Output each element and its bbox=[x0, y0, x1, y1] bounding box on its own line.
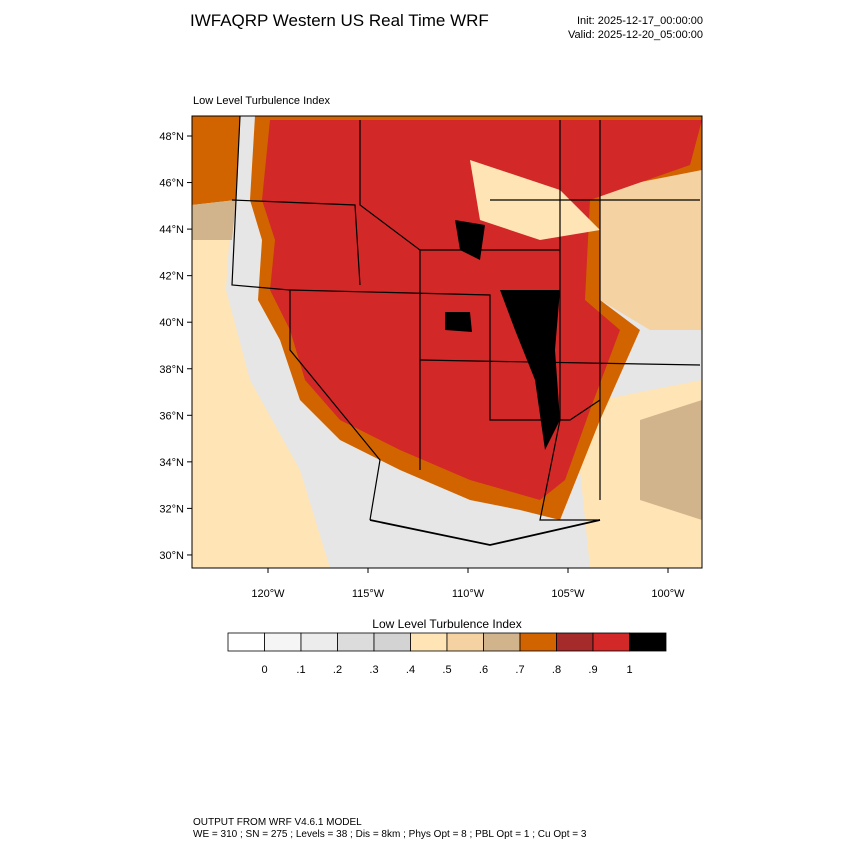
init-time: Init: 2025-12-17_00:00:00 bbox=[577, 15, 703, 27]
field-black-1 bbox=[500, 290, 560, 450]
field-black-2 bbox=[445, 312, 472, 332]
border bbox=[369, 519, 601, 546]
colorbar-title: Low Level Turbulence Index bbox=[372, 617, 521, 631]
colorbar-box bbox=[446, 632, 484, 652]
colorbar-box bbox=[410, 632, 448, 652]
colorbar-box bbox=[337, 632, 375, 652]
field-tan bbox=[192, 200, 236, 240]
lon-label: 115°W bbox=[352, 588, 385, 600]
lat-label: 36°N bbox=[159, 410, 184, 422]
colorbar-box bbox=[264, 632, 302, 652]
field-orange bbox=[192, 116, 240, 205]
colorbar-box bbox=[556, 632, 594, 652]
lat-label: 40°N bbox=[159, 317, 184, 329]
lat-label: 38°N bbox=[159, 364, 184, 376]
border bbox=[231, 199, 361, 286]
lat-label: 32°N bbox=[159, 503, 184, 515]
colorbar-box bbox=[300, 632, 338, 652]
map-axes: 48°N 46°N 44°N 42°N 40°N 38°N 36°N 34°N 32°N 30°N… bbox=[159, 131, 685, 600]
colorbar-label: .6 bbox=[479, 664, 488, 676]
valid-time: Valid: 2025-12-20_05:00:00 bbox=[568, 29, 703, 41]
colorbar-label: .3 bbox=[369, 664, 378, 676]
map-subtitle: Low Level Turbulence Index bbox=[193, 95, 330, 107]
colorbar-label: .1 bbox=[296, 664, 305, 676]
border bbox=[289, 289, 601, 421]
colorbar-box bbox=[373, 632, 411, 652]
colorbar-box bbox=[483, 632, 521, 652]
lat-label: 34°N bbox=[159, 457, 184, 469]
border bbox=[539, 120, 600, 521]
field-red-main bbox=[262, 120, 702, 500]
lon-label: 100°W bbox=[651, 588, 685, 600]
colorbar-box bbox=[592, 632, 630, 652]
map-field bbox=[192, 116, 702, 568]
lat-label: 46°N bbox=[159, 178, 184, 190]
lat-label: 30°N bbox=[159, 550, 184, 562]
lat-label: 42°N bbox=[159, 271, 184, 283]
colorbar-label: 1 bbox=[626, 664, 632, 676]
colorbar-label: .8 bbox=[552, 664, 561, 676]
colorbar-label: .5 bbox=[442, 664, 451, 676]
footer-line: WE = 310 ; SN = 275 ; Levels = 38 ; Dis … bbox=[193, 829, 587, 840]
lat-label: 48°N bbox=[159, 131, 184, 143]
colorbar-box bbox=[629, 632, 667, 652]
field-tan-se bbox=[640, 400, 702, 520]
colorbar-label: .9 bbox=[588, 664, 597, 676]
colorbar: 0 .1 .2 .3 .4 .5 .6 .7 .8 .9 1 bbox=[227, 632, 667, 676]
colorbar-label: 0 bbox=[261, 664, 267, 676]
footer-line: OUTPUT FROM WRF V4.6.1 MODEL bbox=[193, 817, 362, 828]
lat-label: 44°N bbox=[159, 224, 184, 236]
colorbar-label: .2 bbox=[333, 664, 342, 676]
lon-label: 110°W bbox=[452, 588, 485, 600]
field-tan-east bbox=[600, 170, 702, 330]
title: IWFAQRP Western US Real Time WRF bbox=[190, 11, 489, 30]
colorbar-box bbox=[227, 632, 265, 652]
colorbar-label: .7 bbox=[515, 664, 524, 676]
lon-label: 105°W bbox=[551, 588, 585, 600]
colorbar-label: .4 bbox=[406, 664, 415, 676]
colorbar-box bbox=[519, 632, 557, 652]
state-borders bbox=[231, 116, 701, 546]
lon-label: 120°W bbox=[251, 588, 285, 600]
map-frame bbox=[191, 115, 703, 569]
